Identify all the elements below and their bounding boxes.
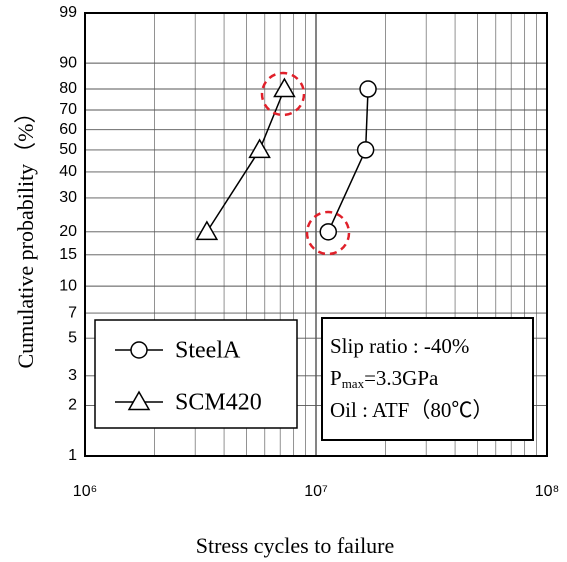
legend-label: SteelA [175, 338, 241, 364]
y-tick-label: 15 [59, 246, 77, 263]
y-tick-label: 99 [59, 4, 77, 21]
marker [319, 223, 338, 241]
marker [356, 141, 375, 159]
y-axis-title: Cumulative probability（%） [13, 101, 38, 368]
y-tick-label: 50 [59, 141, 77, 158]
x-axis-title: Stress cycles to failure [196, 533, 395, 558]
y-tick-label: 3 [68, 367, 77, 384]
y-tick-label: 5 [68, 329, 77, 346]
y-tick-label: 60 [59, 121, 77, 138]
y-tick-label: 20 [59, 223, 77, 240]
marker [359, 80, 377, 98]
marks [195, 77, 377, 241]
x-tick-label: 10⁶ [73, 483, 97, 500]
y-tick-label: 1 [68, 447, 77, 464]
marker [273, 77, 296, 98]
y-tick-label: 70 [59, 101, 77, 118]
plot-frame [84, 12, 548, 457]
y-tick-label: 2 [68, 397, 77, 414]
x-tick-label: 10⁸ [535, 483, 560, 500]
highlight-circle [305, 210, 351, 256]
marker [248, 138, 271, 159]
annotation-text: Oil : ATF（80℃） [330, 398, 493, 422]
x-tick-label: 10⁷ [304, 483, 328, 500]
legend-marker [130, 341, 148, 359]
y-tick-label: 80 [59, 80, 77, 97]
y-tick-label: 40 [59, 163, 77, 180]
annotation-text: Pmax=3.3GPa [330, 366, 439, 391]
annotation-box [321, 317, 534, 441]
annotation-part: max [342, 376, 365, 391]
y-tick-label: 30 [59, 189, 77, 206]
annotation: Slip ratio : -40% Pmax=3.3GPa Oil : ATF（80… [321, 317, 534, 441]
annotation-part: P [330, 366, 342, 390]
marker [195, 220, 219, 241]
y-tick-label: 10 [59, 277, 77, 294]
annotation-text: Slip ratio : -40% [330, 334, 469, 358]
legend-label: SCM420 [175, 390, 262, 416]
highlight-circle [260, 71, 306, 117]
legend: SteelA SCM420 [94, 319, 298, 429]
y-tick-label: 90 [59, 54, 77, 71]
y-tick-label: 7 [68, 304, 77, 321]
legend-marker [127, 390, 151, 411]
annotation-part: =3.3GPa [364, 366, 439, 390]
